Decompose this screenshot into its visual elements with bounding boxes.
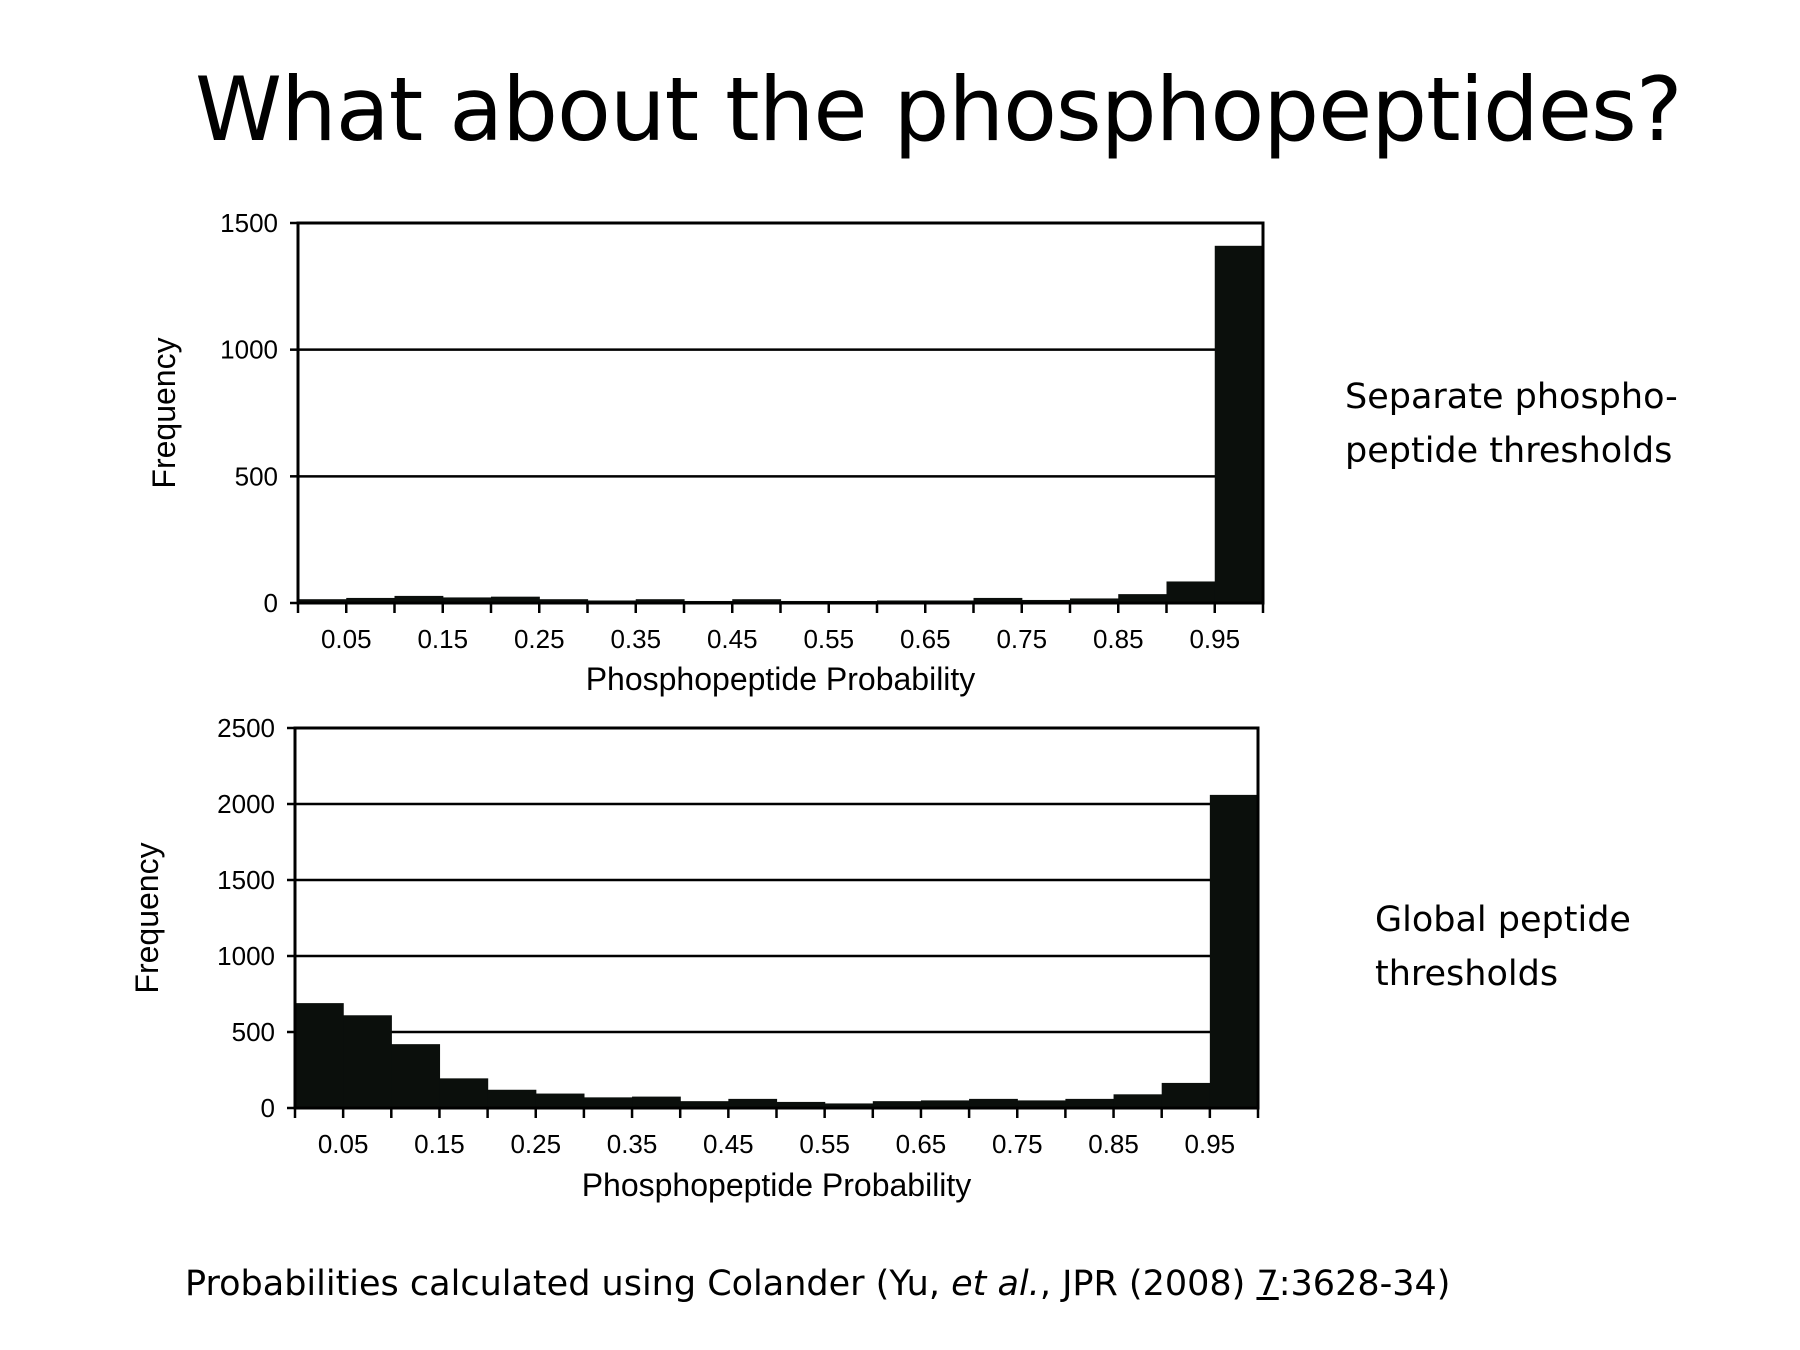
x-axis-title: Phosphopeptide Probability — [586, 661, 976, 697]
x-axis-title: Phosphopeptide Probability — [582, 1167, 972, 1203]
x-tick-label: 0.75 — [996, 624, 1047, 654]
separate-thresholds-caption-line1: Separate phospho- — [1345, 377, 1678, 417]
histogram-bar — [969, 1098, 1018, 1108]
histogram-bar — [298, 599, 347, 603]
citation-footnote: Probabilities calculated using Colander … — [185, 1264, 1450, 1304]
histogram-bar — [920, 1100, 970, 1108]
citation-et-al: et al. — [951, 1264, 1040, 1304]
histogram-bar — [1161, 1082, 1211, 1108]
citation-text-3: :3628-34) — [1278, 1264, 1451, 1304]
histogram-bar — [1166, 581, 1216, 603]
histogram-bar — [487, 1089, 537, 1108]
histogram-bar — [824, 1103, 874, 1108]
global-thresholds-caption: Global peptide thresholds — [1375, 893, 1631, 1001]
citation-text-2: , JPR (2008) — [1039, 1264, 1257, 1304]
histogram-bar — [583, 1097, 633, 1108]
y-axis-title: Frequency — [146, 337, 182, 488]
x-tick-label: 0.15 — [417, 624, 468, 654]
global-thresholds-caption-line1: Global peptide — [1375, 900, 1631, 940]
x-tick-label: 0.55 — [799, 1129, 850, 1159]
x-tick-label: 0.35 — [610, 624, 661, 654]
citation-text-1: Probabilities calculated using Colander … — [185, 1264, 952, 1304]
histogram-bar — [539, 599, 589, 603]
histogram-bar — [346, 597, 396, 603]
citation-volume: 7 — [1256, 1264, 1279, 1304]
histogram-bar — [1113, 1094, 1163, 1108]
y-tick-label: 0 — [264, 588, 278, 618]
y-tick-label: 1000 — [217, 941, 275, 971]
slide-title: What about the phosphopeptides? — [195, 58, 1683, 161]
histogram-bar — [439, 1078, 489, 1108]
histogram-bar — [491, 596, 540, 603]
x-tick-label: 0.05 — [321, 624, 372, 654]
y-tick-label: 1000 — [220, 335, 278, 365]
histogram-bar — [1017, 1100, 1066, 1108]
histogram-bar — [1065, 1098, 1115, 1108]
x-tick-label: 0.25 — [510, 1129, 561, 1159]
histogram-bar — [872, 1101, 922, 1108]
x-tick-label: 0.35 — [607, 1129, 658, 1159]
histogram-bar — [1118, 594, 1168, 603]
y-tick-label: 1500 — [217, 865, 275, 895]
histogram-bar — [632, 1096, 681, 1108]
x-tick-label: 0.25 — [514, 624, 565, 654]
histogram-bar — [776, 1101, 826, 1108]
histogram-global-thresholds: 0 500 1000 1500 2000 2500 0.05 0.15 0.25 0.35 0.45… — [129, 713, 1260, 1203]
histogram-bar — [728, 1098, 778, 1108]
x-tick-label: 0.15 — [414, 1129, 465, 1159]
histogram-bar — [1214, 245, 1264, 604]
histogram-bar — [1070, 598, 1119, 603]
histogram-separate-thresholds: 0 500 1000 1500 0.05 0.15 0.25 0.35 0.45 0.55 0.65… — [146, 208, 1265, 697]
y-tick-label: 2000 — [217, 789, 275, 819]
x-tick-label: 0.45 — [703, 1129, 754, 1159]
histogram-bar — [680, 1101, 729, 1108]
y-tick-label: 500 — [232, 1017, 275, 1047]
x-tick-label: 0.85 — [1093, 624, 1144, 654]
histogram-bar — [1021, 599, 1071, 603]
global-thresholds-caption-line2: thresholds — [1375, 954, 1559, 994]
x-tick-label: 0.45 — [707, 624, 758, 654]
y-axis-title: Frequency — [129, 842, 165, 993]
histogram-bar — [295, 1003, 344, 1108]
histogram-bar — [394, 595, 444, 603]
histogram-bar — [343, 1015, 392, 1108]
histogram-bar — [732, 599, 782, 603]
x-tick-label: 0.65 — [900, 624, 951, 654]
x-tick-label: 0.95 — [1185, 1129, 1236, 1159]
y-tick-label: 2500 — [217, 713, 275, 743]
separate-thresholds-caption: Separate phospho- peptide thresholds — [1345, 370, 1678, 478]
histogram-bar — [635, 599, 685, 603]
histogram-bar — [391, 1044, 441, 1108]
histogram-bar — [1209, 794, 1259, 1108]
x-tick-label: 0.55 — [803, 624, 854, 654]
x-tick-label: 0.05 — [318, 1129, 369, 1159]
y-tick-label: 1500 — [220, 208, 278, 238]
y-tick-label: 500 — [235, 461, 278, 491]
separate-thresholds-caption-line2: peptide thresholds — [1345, 431, 1673, 471]
x-tick-label: 0.65 — [896, 1129, 947, 1159]
x-tick-label: 0.95 — [1189, 624, 1240, 654]
x-tick-label: 0.75 — [992, 1129, 1043, 1159]
histogram-bar — [442, 597, 492, 603]
histogram-bar — [535, 1093, 585, 1108]
y-tick-label: 0 — [261, 1093, 275, 1123]
histogram-bar — [973, 597, 1023, 603]
x-tick-label: 0.85 — [1088, 1129, 1139, 1159]
